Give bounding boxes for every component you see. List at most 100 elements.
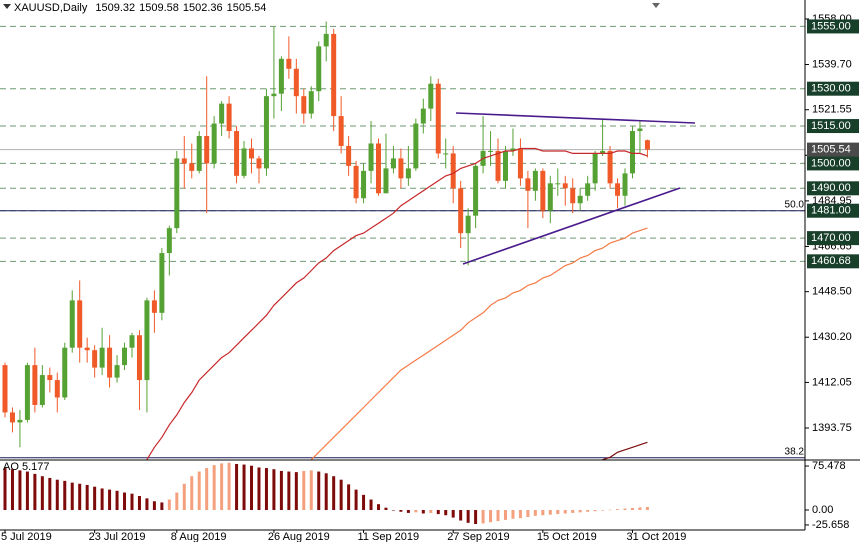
- ao-bar: [250, 465, 254, 511]
- ao-bar: [638, 507, 642, 511]
- chart-header: XAUUSD,Daily 1509.32 1509.58 1502.36 1505.54: [14, 2, 266, 14]
- candle-body: [547, 183, 553, 211]
- y-tick-label: -25.658: [812, 519, 849, 531]
- ao-bar: [33, 473, 37, 511]
- level-label: 1460.68: [811, 255, 851, 267]
- axes: 1558.001539.701521.551503.251484.951466.…: [1, 13, 859, 542]
- candle-body: [226, 103, 232, 132]
- ao-bar: [242, 464, 246, 511]
- fib-label: 50.0: [785, 199, 805, 210]
- ao-bar: [279, 470, 283, 511]
- ao-bar: [18, 470, 22, 511]
- ao-bar: [220, 463, 224, 511]
- ao-bar: [130, 493, 134, 511]
- candle-body: [39, 375, 45, 405]
- symbol: XAUUSD,Daily: [14, 2, 88, 14]
- ao-bar: [167, 499, 171, 511]
- ao-bar: [571, 510, 575, 513]
- candle-body: [540, 170, 546, 211]
- ao-bar: [347, 484, 351, 511]
- ao-title: AO 5.177: [3, 461, 49, 473]
- ao-bar: [601, 510, 605, 511]
- candle-body: [62, 347, 68, 398]
- ao-bar: [406, 510, 410, 513]
- level-label: 1481.00: [811, 205, 851, 217]
- ao-bar: [160, 502, 164, 511]
- level-box: [807, 119, 859, 134]
- candle-body: [532, 170, 538, 191]
- candle-body: [271, 93, 277, 97]
- candle-body: [637, 128, 643, 132]
- candle-body: [353, 165, 359, 199]
- y-tick-label: 1412.05: [812, 376, 852, 388]
- ao-bar: [421, 510, 425, 514]
- candle-body: [219, 103, 225, 124]
- ao-bar: [272, 469, 276, 511]
- level-label: 1500.00: [811, 157, 851, 169]
- candle-body: [278, 58, 284, 94]
- ao-bar: [339, 479, 343, 511]
- ao-bar: [526, 510, 530, 518]
- price-label: 1505.54: [811, 144, 851, 156]
- ao-bar: [354, 489, 358, 511]
- x-tick-label: 26 Aug 2019: [268, 531, 330, 542]
- candle-body: [443, 153, 449, 155]
- ao-bar: [556, 510, 560, 515]
- menu-arrow[interactable]: [3, 4, 11, 9]
- candle-body: [390, 158, 396, 169]
- x-tick-label: 11 Sep 2019: [358, 531, 420, 542]
- ao-bar: [623, 508, 627, 511]
- support-trendline: [462, 187, 681, 265]
- ao-bar: [294, 472, 298, 511]
- candle-body: [517, 148, 523, 179]
- level-box: [807, 181, 859, 196]
- y-tick-label: 75.478: [812, 460, 846, 472]
- ao-bar: [503, 510, 507, 520]
- candle-body: [495, 150, 501, 181]
- ao-bar: [197, 471, 201, 511]
- ao-bar: [257, 467, 261, 511]
- candle-body: [249, 148, 255, 159]
- high: 1509.58: [139, 2, 179, 14]
- ao-bar: [362, 494, 366, 511]
- level-box: [807, 81, 859, 96]
- ao-bar: [78, 483, 82, 511]
- candle-body: [465, 215, 471, 234]
- candle-body: [629, 131, 635, 174]
- candle-body: [286, 58, 292, 69]
- ao-bar: [444, 510, 448, 516]
- ao-bar: [511, 510, 515, 519]
- candle-body: [136, 335, 142, 381]
- ao-bar: [630, 507, 634, 511]
- ao-bar: [586, 510, 590, 512]
- ao-bar: [324, 473, 328, 511]
- y-tick-label: 1448.50: [812, 286, 852, 298]
- candle-body: [54, 380, 60, 398]
- ao-bar: [175, 492, 179, 511]
- ao-bar: [533, 510, 537, 516]
- candle-body: [346, 145, 352, 166]
- ao-bar: [123, 492, 127, 511]
- candle-body: [241, 148, 247, 176]
- candle-body: [450, 153, 456, 189]
- candle-body: [99, 347, 105, 368]
- x-tick-label: 15 Oct 2019: [537, 531, 597, 542]
- ao-bar: [190, 476, 194, 511]
- candle-body: [607, 150, 613, 184]
- candle-body: [92, 350, 98, 368]
- ao-bar: [563, 510, 567, 514]
- candle-body: [577, 195, 583, 204]
- price-box: [807, 142, 859, 157]
- panel-arrow[interactable]: [652, 3, 660, 8]
- low: 1502.36: [183, 2, 223, 14]
- candle-body: [114, 365, 120, 378]
- candle-body: [77, 300, 83, 348]
- ao-bar: [645, 506, 649, 511]
- level-box: [807, 231, 859, 246]
- resistance-trendline: [455, 112, 696, 124]
- candle-body: [189, 163, 195, 171]
- candle-body: [301, 96, 307, 114]
- candle-body: [562, 183, 568, 189]
- candle-body: [17, 419, 23, 423]
- candle-body: [510, 148, 516, 151]
